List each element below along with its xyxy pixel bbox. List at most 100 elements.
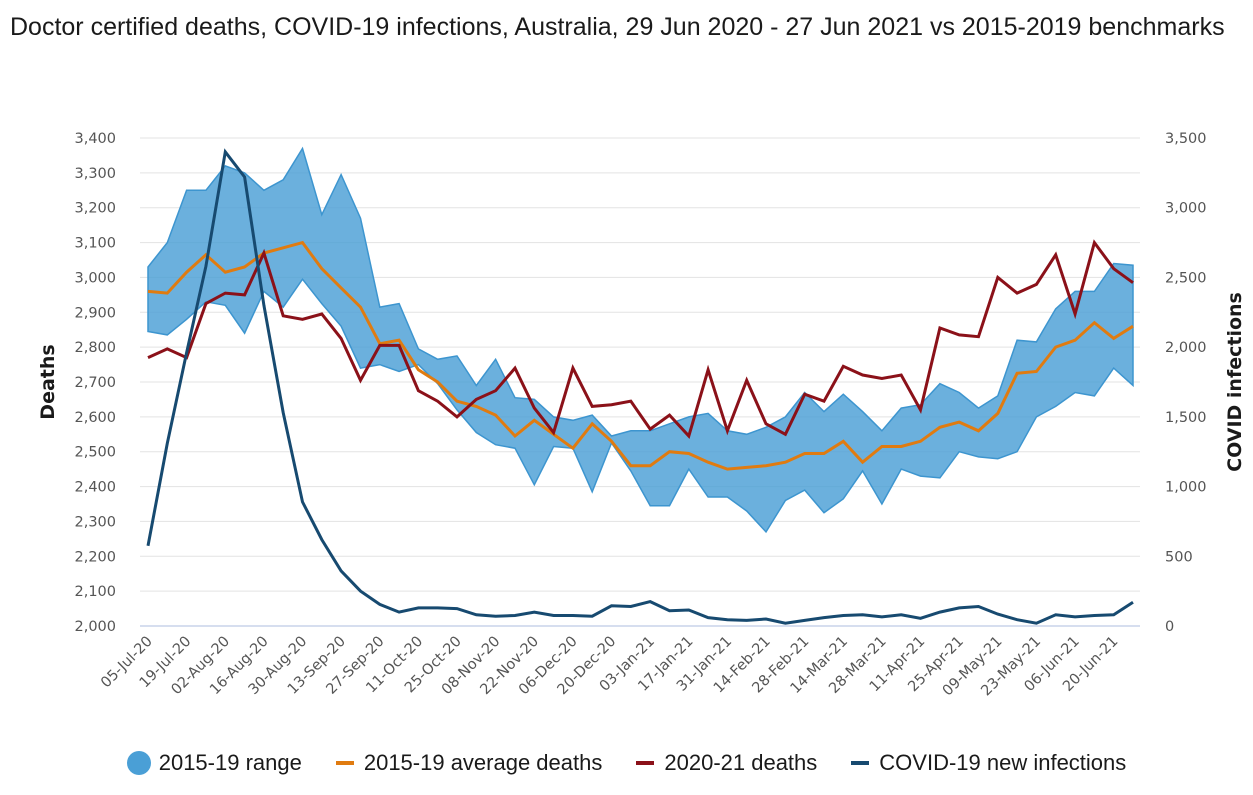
data-point xyxy=(1093,241,1095,243)
legend-item-deaths[interactable]: 2020-21 deaths xyxy=(636,750,817,776)
data-point xyxy=(919,409,921,411)
data-point xyxy=(263,304,265,306)
covid-infections-line-group xyxy=(146,148,1134,625)
data-point xyxy=(900,445,902,447)
data-point xyxy=(861,614,863,616)
data-point xyxy=(1112,268,1114,270)
data-point xyxy=(552,431,554,433)
data-point xyxy=(958,421,960,423)
data-point xyxy=(282,247,284,249)
data-point xyxy=(861,374,863,376)
data-point xyxy=(1132,601,1134,603)
data-point xyxy=(726,619,728,621)
data-point xyxy=(494,615,496,617)
data-point xyxy=(610,403,612,405)
left-axis-ticks: 2,000 2,100 2,200 2,300 2,400 2,500 2,600 2,700… xyxy=(74,131,116,635)
data-point xyxy=(823,400,825,402)
data-point xyxy=(572,614,574,616)
left-tick-label: 2,700 xyxy=(74,375,116,391)
data-point xyxy=(494,390,496,392)
data-point xyxy=(977,430,979,432)
data-point xyxy=(321,538,323,540)
data-point xyxy=(1016,619,1018,621)
data-point xyxy=(688,609,690,611)
data-point xyxy=(147,356,149,358)
data-point xyxy=(147,290,149,292)
left-tick-label: 3,300 xyxy=(74,166,116,182)
data-point xyxy=(861,461,863,463)
left-tick-label: 2,900 xyxy=(74,305,116,321)
data-point xyxy=(591,615,593,617)
data-point xyxy=(1132,325,1134,327)
data-point xyxy=(301,318,303,320)
data-point xyxy=(823,616,825,618)
data-point xyxy=(842,614,844,616)
data-point xyxy=(398,611,400,613)
data-point xyxy=(958,334,960,336)
data-point xyxy=(572,447,574,449)
legend-label: COVID-19 new infections xyxy=(879,750,1127,775)
data-point xyxy=(205,302,207,304)
data-point xyxy=(1112,337,1114,339)
data-point xyxy=(1074,616,1076,618)
data-point xyxy=(610,605,612,607)
data-point xyxy=(185,271,187,273)
right-tick-label: 1,000 xyxy=(1165,480,1207,496)
data-point xyxy=(939,611,941,613)
data-point xyxy=(437,607,439,609)
data-point xyxy=(282,315,284,317)
legend-item-average[interactable]: 2015-19 average deaths xyxy=(335,750,602,776)
data-point xyxy=(997,412,999,414)
left-tick-label: 2,800 xyxy=(74,340,116,356)
data-point xyxy=(746,466,748,468)
left-tick-label: 2,400 xyxy=(74,480,116,496)
left-axis-title: Deaths xyxy=(37,344,59,419)
data-point xyxy=(688,452,690,454)
data-point xyxy=(437,381,439,383)
data-point xyxy=(533,611,535,613)
gridlines xyxy=(140,137,1140,627)
left-tick-label: 2,200 xyxy=(74,549,116,565)
data-point xyxy=(765,464,767,466)
covid-infections-line xyxy=(146,148,1134,625)
range-swatch-icon xyxy=(126,751,151,775)
data-point xyxy=(456,400,458,402)
data-point xyxy=(572,367,574,369)
data-point xyxy=(475,405,477,407)
data-point xyxy=(359,379,361,381)
legend-label: 2020-21 deaths xyxy=(664,750,818,775)
legend-item-range[interactable]: 2015-19 range xyxy=(126,750,302,776)
data-point xyxy=(494,414,496,416)
series-layer xyxy=(146,146,1134,625)
left-tick-label: 2,100 xyxy=(74,584,116,600)
data-point xyxy=(784,461,786,463)
data-point xyxy=(456,607,458,609)
data-point xyxy=(881,616,883,618)
data-point xyxy=(301,241,303,243)
legend-item-covid[interactable]: COVID-19 new infections xyxy=(851,750,1126,776)
data-point xyxy=(746,379,748,381)
data-point xyxy=(610,440,612,442)
data-point xyxy=(398,344,400,346)
right-tick-label: 2,000 xyxy=(1165,340,1207,356)
data-point xyxy=(649,428,651,430)
chart-title: Doctor certified deaths, COVID-19 infect… xyxy=(10,13,1225,41)
data-point xyxy=(881,445,883,447)
data-point xyxy=(803,452,805,454)
data-point xyxy=(417,369,419,371)
data-point xyxy=(688,435,690,437)
average-deaths-line-group xyxy=(147,240,1134,471)
data-point xyxy=(842,440,844,442)
data-point xyxy=(649,464,651,466)
right-tick-label: 2,500 xyxy=(1165,270,1207,286)
data-point xyxy=(919,440,921,442)
data-point xyxy=(591,405,593,407)
data-point xyxy=(726,430,728,432)
data-point xyxy=(475,398,477,400)
data-point xyxy=(379,344,381,346)
data-point xyxy=(1112,614,1114,616)
data-point xyxy=(668,609,670,611)
data-point xyxy=(1055,254,1057,256)
data-point xyxy=(919,617,921,619)
